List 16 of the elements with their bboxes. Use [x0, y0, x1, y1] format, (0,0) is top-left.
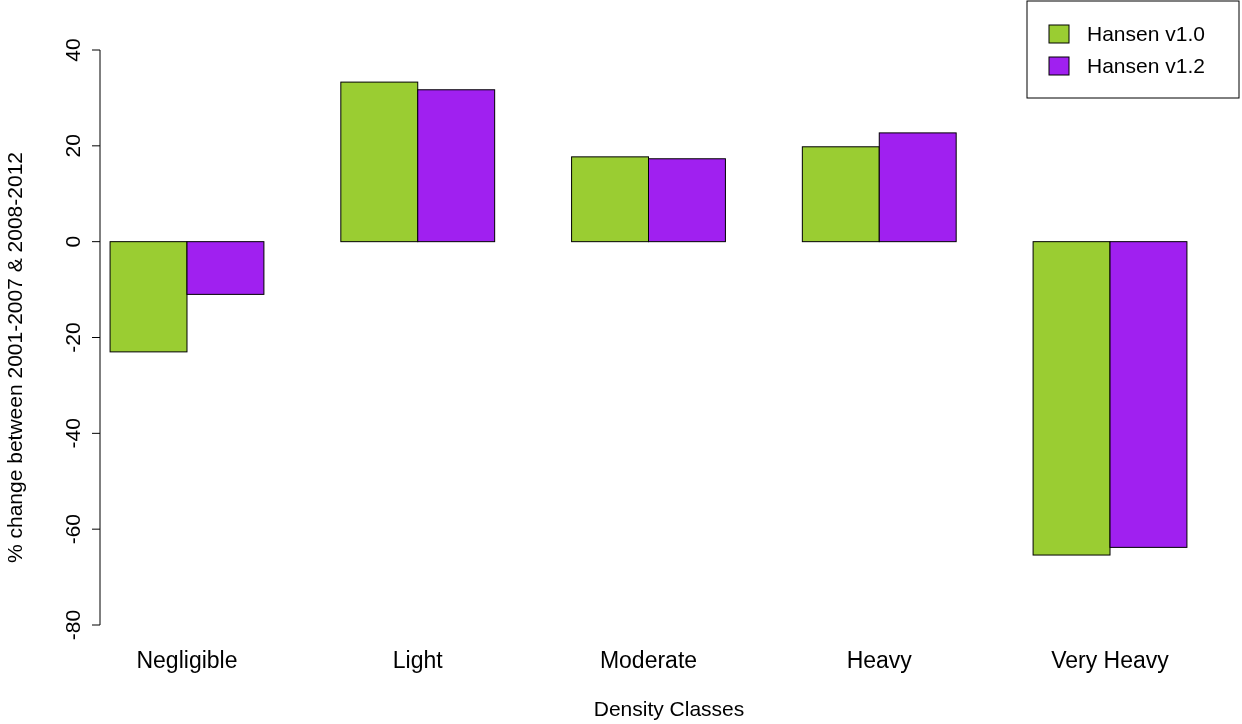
y-tick-label: -40 [61, 418, 84, 449]
x-tick-label: Moderate [599, 647, 698, 673]
y-tick-label: -20 [61, 322, 84, 353]
x-tick-label: Light [392, 647, 444, 673]
x-tick-label: Negligible [136, 647, 238, 673]
y-tick-label: -60 [61, 513, 84, 545]
y-tick-label: 40 [61, 38, 84, 62]
y-tick-label: -80 [61, 609, 84, 641]
x-axis-title: Density Classes [593, 697, 745, 720]
y-tick-label: 0 [61, 235, 84, 248]
y-tick-label: 20 [61, 134, 84, 158]
y-axis-title: % change between 2001-2007 & 2008-2012 [3, 152, 26, 563]
legend-label: Hansen v1.0 [1087, 22, 1205, 45]
x-tick-label: Very Heavy [1051, 647, 1170, 673]
legend-label: Hansen v1.2 [1087, 54, 1205, 77]
x-tick-label: Heavy [846, 647, 913, 673]
